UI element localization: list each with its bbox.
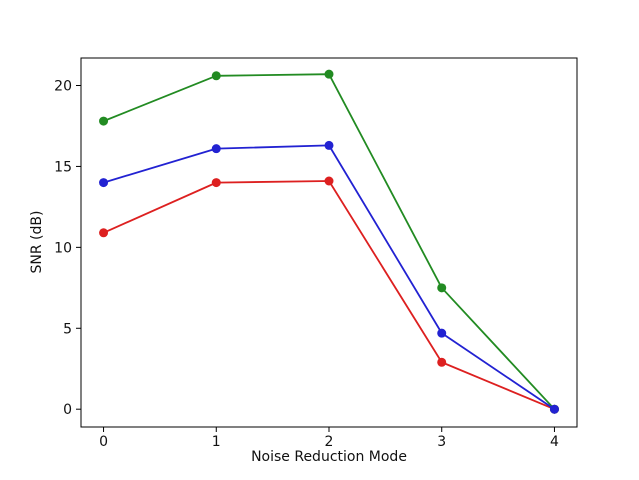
y-axis-label: SNR (dB) xyxy=(29,210,45,274)
plot-frame xyxy=(80,57,578,428)
data-point-red xyxy=(437,357,447,367)
y-tick-label: 15 xyxy=(54,159,72,175)
data-point-blue xyxy=(99,178,109,188)
data-point-red xyxy=(99,228,109,238)
series-line-red xyxy=(103,180,555,411)
x-axis-label: Noise Reduction Mode xyxy=(251,449,407,465)
data-point-red xyxy=(211,178,221,188)
y-tick-label: 5 xyxy=(63,321,72,337)
data-point-green xyxy=(99,116,109,126)
data-point-blue xyxy=(549,404,559,414)
y-tick-label: 0 xyxy=(63,402,72,418)
x-tick-label: 0 xyxy=(99,434,108,450)
series-line-green xyxy=(103,73,556,410)
data-point-blue xyxy=(324,140,334,150)
x-tick-label: 4 xyxy=(550,434,559,450)
data-point-blue xyxy=(211,144,221,154)
y-tick-label: 10 xyxy=(54,240,72,256)
data-point-green xyxy=(211,71,221,81)
x-tick-label: 2 xyxy=(325,434,334,450)
x-tick-label: 1 xyxy=(212,434,221,450)
data-point-red xyxy=(324,176,334,186)
data-point-green xyxy=(324,69,334,79)
y-tick-label: 20 xyxy=(54,79,72,95)
x-tick-label: 3 xyxy=(437,434,446,450)
data-point-green xyxy=(437,283,447,293)
data-point-blue xyxy=(437,328,447,338)
